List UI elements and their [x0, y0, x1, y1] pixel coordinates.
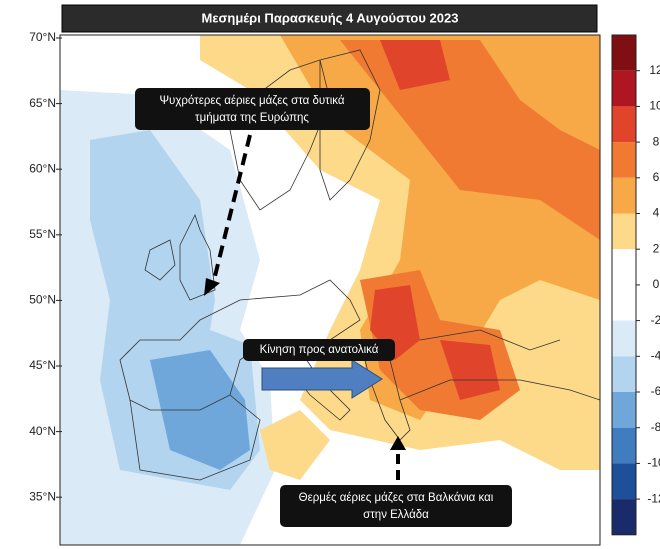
colorbar-label: 10: [649, 99, 660, 113]
colorbar-label: -2: [651, 313, 660, 327]
colorbar-band: [612, 463, 636, 500]
colorbar-label: -12: [647, 491, 660, 505]
colorbar-band: [612, 249, 636, 285]
latitude-label: 60°N: [29, 161, 56, 175]
colorbar-label: 4: [653, 206, 660, 220]
title: Μεσημέρι Παρασκευής 4 Αυγούστου 2023: [202, 10, 459, 25]
colorbar-label: 8: [653, 134, 660, 148]
arrow-head: [204, 278, 220, 296]
colorbar-label: -6: [651, 384, 660, 398]
colorbar-label: 2: [653, 241, 660, 255]
colorbar-band: [612, 213, 636, 250]
title-box: [61, 4, 598, 33]
latitude-label: 45°N: [29, 358, 56, 372]
colorbar-band: [612, 427, 636, 464]
colorbar-label: -8: [651, 420, 660, 434]
colorbar-label: -4: [651, 348, 660, 362]
colorbar-band: [612, 499, 636, 535]
annotation: Κίνηση προς ανατολικά: [260, 344, 379, 356]
warm-area: [260, 410, 330, 480]
annotation-box: [280, 485, 512, 527]
latitude-label: 55°N: [29, 227, 56, 241]
colorbar-label: 12: [649, 63, 660, 77]
latitude-label: 40°N: [29, 424, 56, 438]
colorbar-band: [612, 70, 636, 107]
warm-area: [340, 40, 600, 240]
annotation: τμήματα της Ευρώπης: [195, 112, 309, 124]
latitude-label: 50°N: [29, 293, 56, 307]
hot-area: [440, 340, 500, 400]
colorbar-band: [612, 35, 636, 71]
colorbar-label: -10: [647, 456, 660, 470]
colorbar-band: [612, 284, 636, 321]
colorbar-band: [612, 392, 636, 428]
annotation: Θερμές αέριες μάζες στα Βαλκάνια και: [299, 492, 494, 504]
arrow-head: [390, 436, 406, 450]
colorbar-band: [612, 356, 636, 392]
colorbar-band: [612, 177, 636, 214]
latitude-label: 70°N: [29, 30, 56, 44]
colorbar-label: 0: [653, 277, 660, 291]
latitude-label: 35°N: [29, 489, 56, 503]
map-border: [59, 34, 601, 546]
latitude-label: 65°N: [29, 96, 56, 110]
annotation: στην Ελλάδα: [363, 509, 429, 521]
movement-arrow: [261, 359, 383, 399]
hot-area: [380, 40, 450, 90]
annotation-box: [243, 339, 395, 361]
colorbar-band: [612, 320, 636, 357]
colorbar-band: [612, 106, 636, 143]
anomaly-field: [60, 35, 600, 545]
arrow: [210, 134, 252, 289]
annotation: Ψυχρότερες αέριες μάζες στα δυτικά: [159, 95, 344, 107]
annotation-box: [135, 88, 370, 130]
colorbar-band: [612, 142, 636, 178]
colorbar-label: 6: [653, 170, 660, 184]
